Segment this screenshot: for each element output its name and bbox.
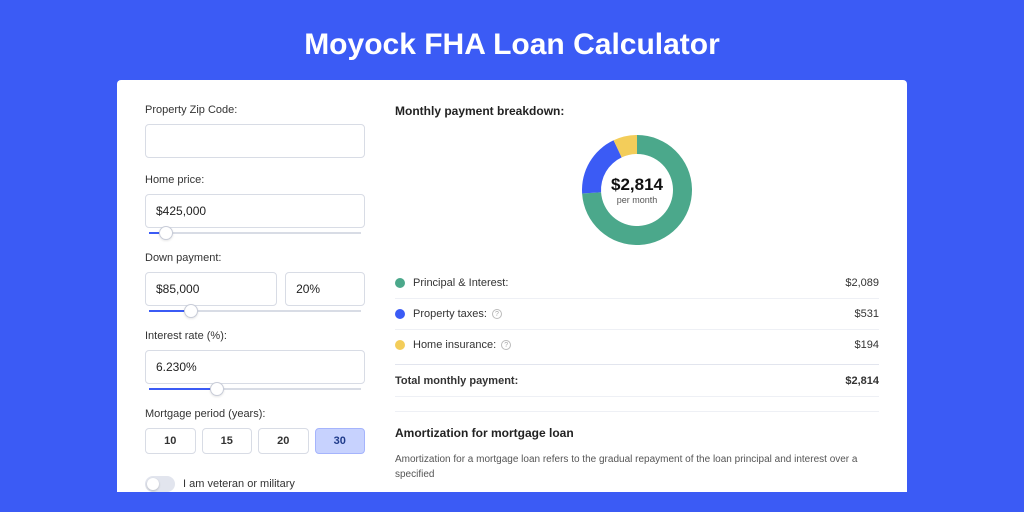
home-price-slider[interactable] bbox=[149, 232, 361, 234]
info-icon[interactable]: ? bbox=[492, 309, 502, 319]
slider-thumb[interactable] bbox=[210, 382, 224, 396]
legend-dot bbox=[395, 309, 405, 319]
veteran-label: I am veteran or military bbox=[183, 478, 295, 490]
veteran-toggle[interactable] bbox=[145, 476, 175, 492]
home-price-label: Home price: bbox=[145, 174, 365, 186]
down-payment-input[interactable] bbox=[145, 272, 277, 306]
mortgage-period-label: Mortgage period (years): bbox=[145, 408, 365, 420]
period-button-10[interactable]: 10 bbox=[145, 428, 196, 454]
form-column: Property Zip Code: Home price: Down paym… bbox=[145, 104, 385, 492]
down-payment-label: Down payment: bbox=[145, 252, 365, 264]
period-button-20[interactable]: 20 bbox=[258, 428, 309, 454]
zip-input[interactable] bbox=[145, 124, 365, 158]
breakdown-row: Principal & Interest: $2,089 bbox=[395, 268, 879, 299]
calculator-card: Property Zip Code: Home price: Down paym… bbox=[117, 80, 907, 492]
down-payment-slider[interactable] bbox=[149, 310, 361, 312]
donut-chart: $2,814 per month bbox=[577, 130, 697, 250]
down-payment-pct-input[interactable] bbox=[285, 272, 365, 306]
breakdown-value: $2,089 bbox=[845, 277, 879, 289]
breakdown-value: $531 bbox=[855, 308, 879, 320]
legend-dot bbox=[395, 340, 405, 350]
legend-dot bbox=[395, 278, 405, 288]
breakdown-row: Home insurance:? $194 bbox=[395, 330, 879, 360]
slider-thumb[interactable] bbox=[184, 304, 198, 318]
total-label: Total monthly payment: bbox=[395, 375, 518, 387]
breakdown-value: $194 bbox=[855, 339, 879, 351]
total-value: $2,814 bbox=[845, 375, 879, 387]
donut-value: $2,814 bbox=[611, 175, 663, 195]
interest-rate-slider[interactable] bbox=[149, 388, 361, 390]
donut-sub: per month bbox=[617, 195, 658, 205]
page-title: Moyock FHA Loan Calculator bbox=[0, 0, 1024, 80]
info-icon[interactable]: ? bbox=[501, 340, 511, 350]
breakdown-row: Property taxes:? $531 bbox=[395, 299, 879, 330]
breakdown-label: Home insurance: bbox=[413, 339, 496, 351]
interest-rate-input[interactable] bbox=[145, 350, 365, 384]
amortization-text: Amortization for a mortgage loan refers … bbox=[395, 452, 879, 482]
zip-label: Property Zip Code: bbox=[145, 104, 365, 116]
breakdown-label: Property taxes: bbox=[413, 308, 487, 320]
breakdown-title: Monthly payment breakdown: bbox=[395, 104, 879, 118]
amortization-title: Amortization for mortgage loan bbox=[395, 426, 879, 440]
interest-rate-label: Interest rate (%): bbox=[145, 330, 365, 342]
breakdown-column: Monthly payment breakdown: $2,814 per mo… bbox=[385, 104, 879, 492]
toggle-knob bbox=[147, 478, 159, 490]
period-button-30[interactable]: 30 bbox=[315, 428, 366, 454]
home-price-input[interactable] bbox=[145, 194, 365, 228]
period-button-15[interactable]: 15 bbox=[202, 428, 253, 454]
breakdown-label: Principal & Interest: bbox=[413, 277, 508, 289]
slider-thumb[interactable] bbox=[159, 226, 173, 240]
